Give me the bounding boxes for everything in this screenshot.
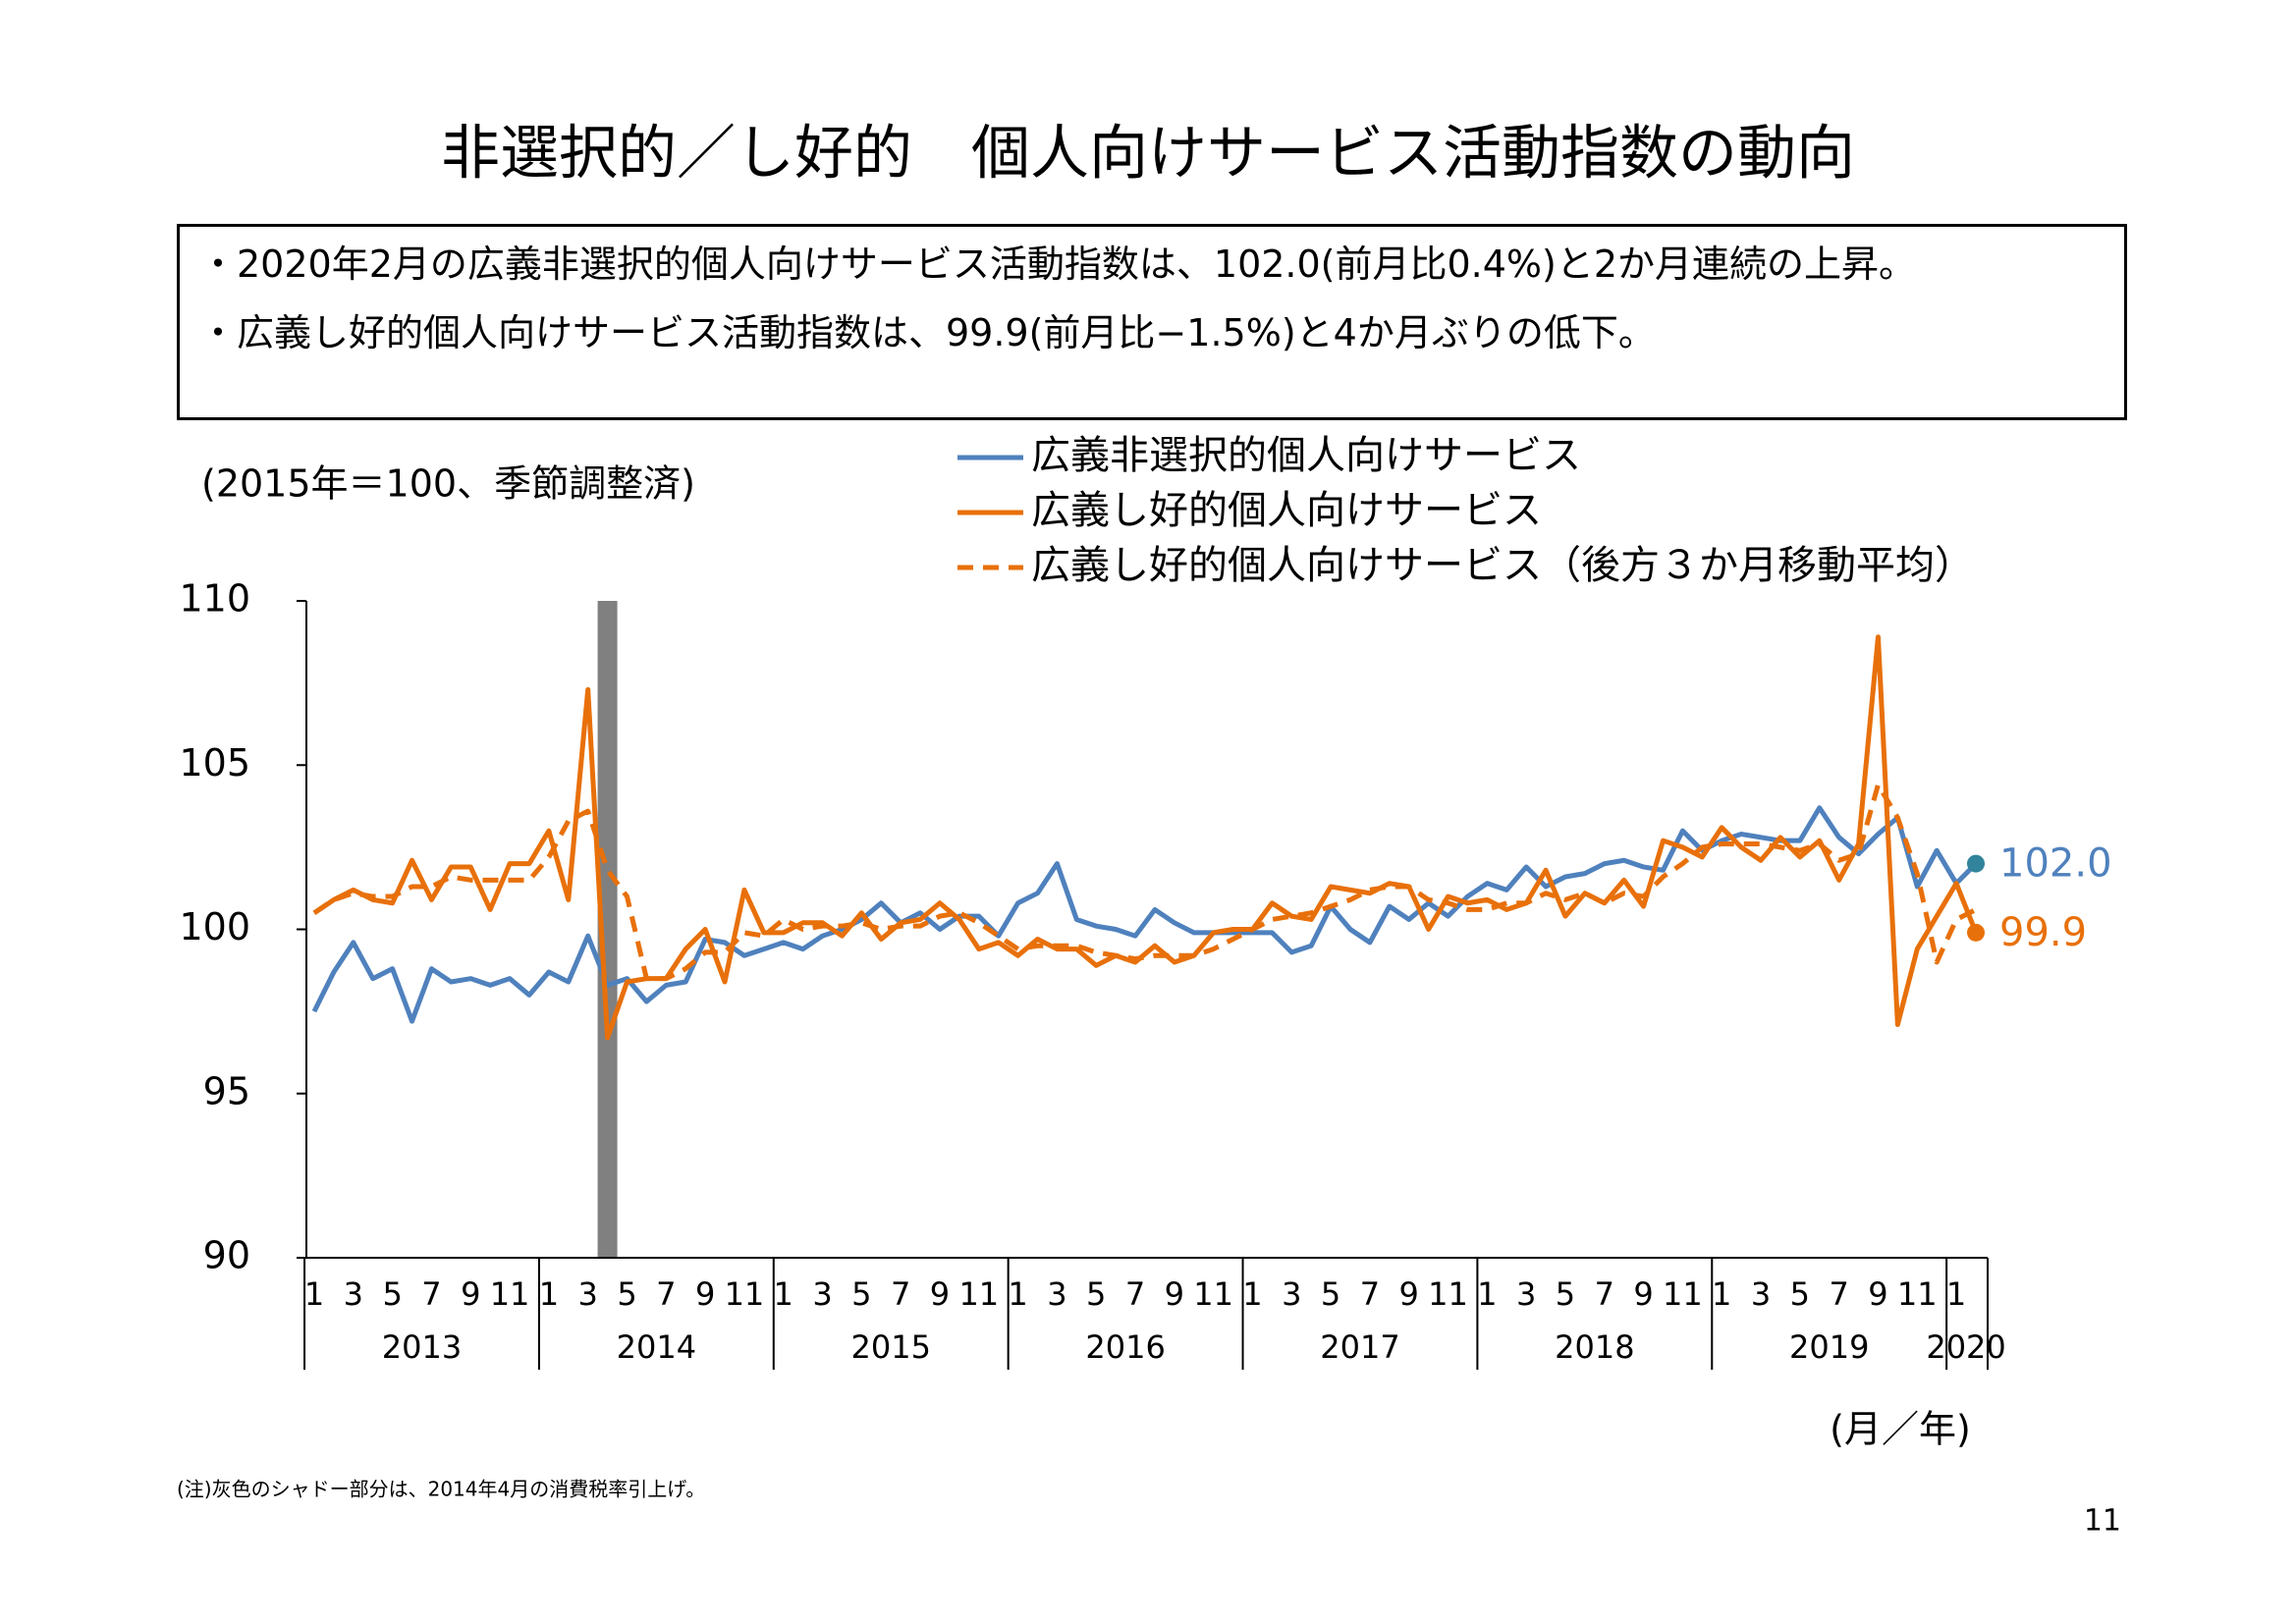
x-tick-label: 3 — [1516, 1275, 1536, 1313]
x-tick-label: 11 — [1663, 1275, 1703, 1313]
y-tick-label: 105 — [179, 741, 250, 785]
end-marker — [1967, 854, 1985, 873]
year-label: 2014 — [617, 1328, 696, 1366]
x-tick-label: 9 — [1633, 1275, 1653, 1313]
year-label: 2016 — [1085, 1328, 1165, 1366]
x-tick-label: 9 — [461, 1275, 480, 1313]
x-tick-label: 3 — [812, 1275, 832, 1313]
y-tick-label: 95 — [203, 1069, 250, 1112]
x-tick-label: 5 — [1556, 1275, 1575, 1313]
x-tick-label: 7 — [421, 1275, 441, 1313]
x-tick-label: 5 — [1790, 1275, 1810, 1313]
x-axis-label: (月／年) — [1830, 1408, 1971, 1451]
x-tick-label: 11 — [1897, 1275, 1938, 1313]
legend-label: 広義非選択的個人向けサービス — [1031, 433, 1581, 478]
end-marker — [1967, 923, 1985, 942]
x-tick-label: 1 — [774, 1275, 793, 1313]
x-tick-label: 9 — [1399, 1275, 1419, 1313]
x-tick-label: 5 — [851, 1275, 871, 1313]
x-tick-label: 7 — [1595, 1275, 1614, 1313]
shade — [597, 601, 618, 1258]
x-tick-label: 1 — [1008, 1275, 1027, 1313]
x-tick-label: 3 — [1282, 1275, 1301, 1313]
x-tick-label: 1 — [304, 1275, 324, 1313]
year-label: 2020 — [1926, 1328, 2005, 1366]
x-tick-label: 1 — [1242, 1275, 1262, 1313]
legend-label: 広義し好的個人向けサービス — [1031, 488, 1542, 533]
summary-line: ・広義し好的個人向けサービス活動指数は、99.9(前月比−1.5%)と4か月ぶり… — [199, 311, 1656, 354]
x-tick-label: 11 — [1193, 1275, 1233, 1313]
unit-note: (2015年＝100、季節調整済) — [201, 462, 695, 506]
x-tick-label: 7 — [891, 1275, 910, 1313]
x-tick-label: 5 — [617, 1275, 636, 1313]
value-label: 102.0 — [1999, 841, 2112, 887]
series-line — [312, 782, 1978, 982]
title: 非選択的／し好的 個人向けサービス活動指数の動向 — [441, 120, 1855, 189]
x-tick-label: 1 — [1946, 1275, 1966, 1313]
x-tick-label: 11 — [490, 1275, 530, 1313]
x-tick-label: 11 — [725, 1275, 765, 1313]
summary-box: ・2020年2月の広義非選択的個人向けサービス活動指数は、102.0(前月比0.… — [177, 224, 2127, 420]
year-label: 2018 — [1555, 1328, 1634, 1366]
year-label: 2017 — [1320, 1328, 1399, 1366]
x-tick-label: 9 — [930, 1275, 950, 1313]
x-tick-label: 5 — [1321, 1275, 1340, 1313]
y-tick-label: 110 — [179, 577, 250, 621]
legend-label: 広義し好的個人向けサービス（後方３か月移動平均） — [1031, 543, 1974, 588]
x-tick-label: 1 — [1477, 1275, 1497, 1313]
x-tick-label: 3 — [1751, 1275, 1771, 1313]
x-tick-label: 7 — [1125, 1275, 1145, 1313]
x-tick-label: 5 — [382, 1275, 402, 1313]
x-tick-label: 9 — [695, 1275, 715, 1313]
x-tick-label: 9 — [1868, 1275, 1887, 1313]
year-label: 2013 — [382, 1328, 462, 1366]
summary-line: ・2020年2月の広義非選択的個人向けサービス活動指数は、102.0(前月比0.… — [199, 243, 1917, 286]
x-tick-label: 9 — [1165, 1275, 1184, 1313]
series-line — [311, 805, 1978, 1024]
year-label: 2019 — [1789, 1328, 1869, 1366]
year-label: 2015 — [851, 1328, 931, 1366]
x-tick-label: 3 — [578, 1275, 598, 1313]
x-tick-label: 7 — [1360, 1275, 1380, 1313]
footnote: (注)灰色のシャドー部分は、2014年4月の消費税率引上げ。 — [177, 1478, 705, 1501]
x-tick-label: 3 — [1047, 1275, 1066, 1313]
x-tick-label: 7 — [656, 1275, 676, 1313]
x-tick-label: 7 — [1829, 1275, 1848, 1313]
x-tick-label: 11 — [1428, 1275, 1468, 1313]
x-tick-label: 5 — [1086, 1275, 1106, 1313]
x-tick-label: 1 — [1712, 1275, 1731, 1313]
x-tick-label: 11 — [958, 1275, 999, 1313]
series-line — [312, 634, 1979, 1041]
x-tick-label: 1 — [539, 1275, 559, 1313]
y-tick-label: 100 — [179, 905, 250, 948]
x-tick-label: 3 — [344, 1275, 363, 1313]
y-tick-label: 90 — [203, 1234, 250, 1277]
value-label: 99.9 — [1999, 910, 2087, 955]
page-number: 11 — [2084, 1504, 2121, 1539]
